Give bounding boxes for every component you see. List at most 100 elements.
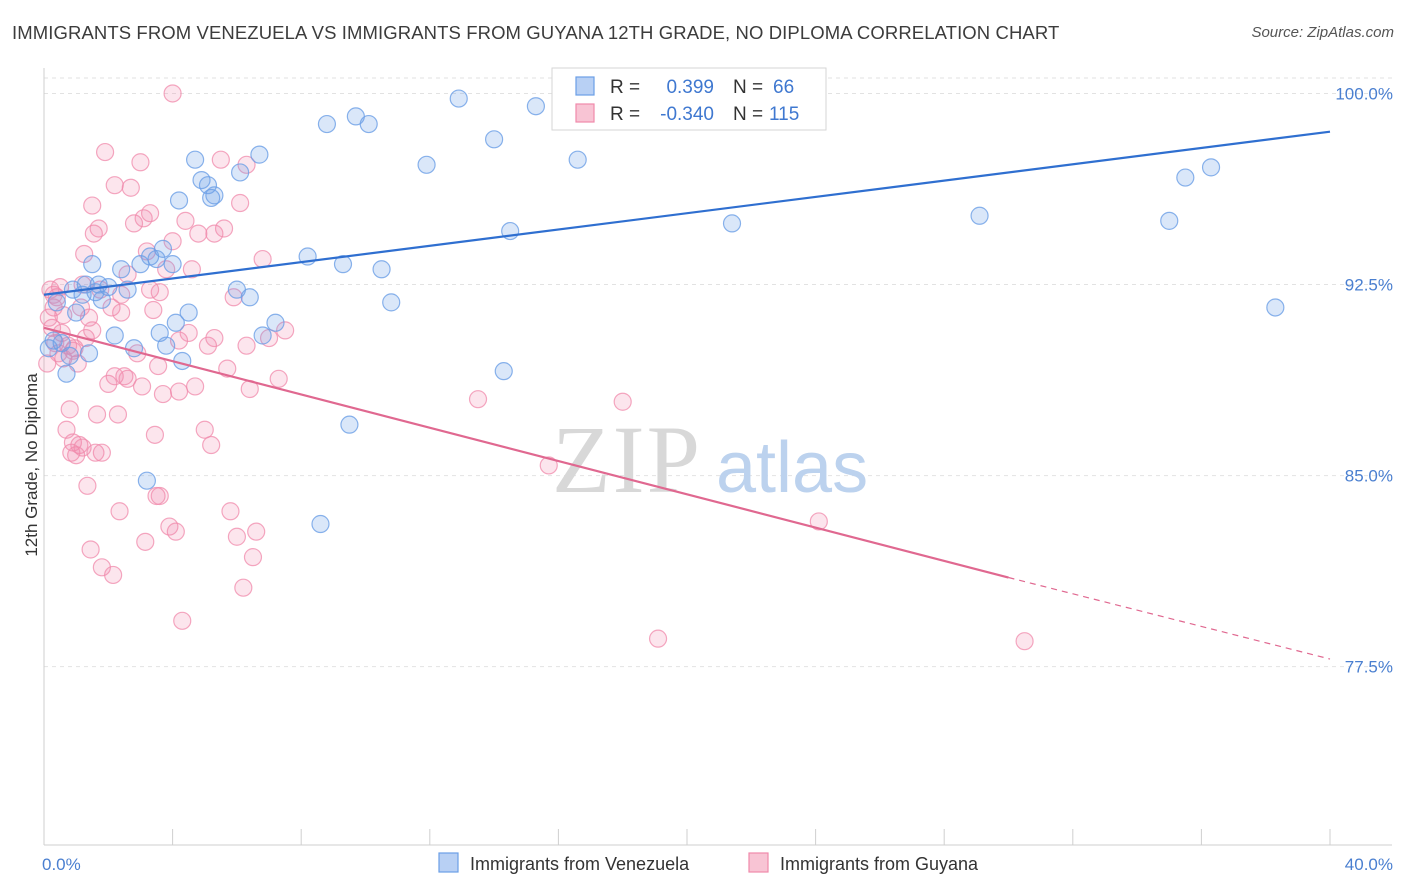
venezuela-n-label: N = <box>733 77 763 98</box>
guyana-point <box>73 438 92 457</box>
guyana-point <box>809 512 828 531</box>
guyana-point <box>118 369 137 388</box>
guyana-point <box>211 150 230 169</box>
venezuela-point <box>169 191 189 210</box>
stats-legend-box <box>551 67 827 131</box>
watermark-zip: ZIP <box>552 406 702 513</box>
venezuela-n-value: 66 <box>773 77 794 98</box>
guyana-point <box>243 548 263 567</box>
guyana-point <box>205 328 224 348</box>
venezuela-point <box>79 344 99 363</box>
venezuela-point <box>526 97 545 116</box>
venezuela-point <box>131 255 150 274</box>
guyana-point <box>110 502 129 521</box>
guyana-point <box>231 193 250 213</box>
guyana-point <box>247 522 266 541</box>
source-credit: Source: ZipAtlas.com <box>1251 24 1394 41</box>
venezuela-point <box>83 255 102 274</box>
guyana-point <box>140 280 160 299</box>
bottom-legend-venezuela-label: Immigrants from Venezuela <box>470 854 690 874</box>
guyana-point <box>145 425 165 444</box>
venezuela-point <box>382 293 401 312</box>
venezuela-point <box>485 130 504 149</box>
guyana-point <box>253 249 272 269</box>
venezuela-point <box>67 303 86 322</box>
guyana-point <box>84 224 103 243</box>
venezuela-point <box>166 313 185 332</box>
venezuela-point <box>179 303 198 322</box>
guyana-point <box>108 405 128 424</box>
guyana-point <box>189 224 208 243</box>
guyana-swatch <box>575 103 595 123</box>
venezuela-point <box>1176 168 1195 187</box>
guyana-point <box>67 446 86 465</box>
guyana-point <box>102 298 121 317</box>
guyana-n-value: 115 <box>769 104 799 125</box>
venezuela-r-value: 0.399 <box>666 77 714 98</box>
venezuela-point <box>157 336 176 355</box>
guyana-point <box>83 196 102 215</box>
guyana-point <box>149 356 168 376</box>
venezuela-point <box>970 206 989 225</box>
guyana-point <box>95 142 115 162</box>
venezuela-point <box>202 188 221 208</box>
guyana-point <box>186 377 205 396</box>
venezuela-point <box>105 326 124 345</box>
venezuela-point <box>372 260 391 279</box>
guyana-point <box>176 211 195 230</box>
venezuela-point <box>1201 158 1221 177</box>
guyana-point <box>539 456 558 475</box>
y-tick-label: 85.0% <box>1345 467 1393 486</box>
venezuela-point <box>186 150 205 169</box>
guyana-point <box>202 435 221 455</box>
venezuela-point <box>205 186 224 205</box>
venezuela-point <box>1160 211 1179 230</box>
y-tick-label: 92.5% <box>1345 276 1393 295</box>
guyana-r-label: R = <box>610 104 640 125</box>
guyana-point <box>269 369 288 388</box>
venezuela-point <box>47 293 66 312</box>
venezuela-point <box>494 362 513 381</box>
guyana-point <box>237 155 256 174</box>
guyana-n-label: N = <box>733 104 763 125</box>
guyana-point <box>237 336 256 355</box>
venezuela-point <box>112 260 131 279</box>
venezuela-swatch <box>575 76 595 96</box>
x-tick-label-min: 0.0% <box>42 855 81 874</box>
guyana-point <box>104 565 123 585</box>
guyana-point <box>179 323 198 343</box>
venezuela-point <box>163 255 182 274</box>
venezuela-point <box>231 163 250 182</box>
venezuela-point <box>240 288 259 307</box>
venezuela-point <box>153 239 173 258</box>
venezuela-r-label: R = <box>610 77 640 98</box>
guyana-point <box>468 390 488 409</box>
venezuela-trend-line <box>43 130 1331 296</box>
venezuela-point <box>266 313 285 332</box>
guyana-point <box>81 540 100 559</box>
y-tick-label: 77.5% <box>1345 658 1393 677</box>
venezuela-point <box>340 415 359 434</box>
venezuela-point <box>1266 298 1285 317</box>
bottom-legend-guyana-swatch <box>748 852 769 873</box>
bottom-legend: Immigrants from Venezuela Immigrants fro… <box>438 852 979 874</box>
guyana-point <box>136 532 155 551</box>
bottom-legend-venezuela-swatch <box>438 852 459 873</box>
venezuela-point <box>317 114 337 134</box>
guyana-point <box>78 476 97 495</box>
guyana-point <box>221 502 240 521</box>
venezuela-point <box>311 514 330 534</box>
guyana-point <box>105 176 124 195</box>
guyana-point <box>163 232 182 251</box>
venezuela-point <box>137 471 156 490</box>
guyana-point <box>132 377 152 396</box>
venezuela-point <box>449 89 468 108</box>
guyana-point <box>124 214 144 233</box>
guyana-point <box>83 321 102 340</box>
venezuela-point <box>60 346 79 365</box>
watermark: ZIP atlas <box>552 406 868 513</box>
guyana-point <box>89 219 108 238</box>
guyana-point <box>227 527 246 546</box>
axes <box>43 68 1392 846</box>
guyana-point <box>182 260 201 279</box>
